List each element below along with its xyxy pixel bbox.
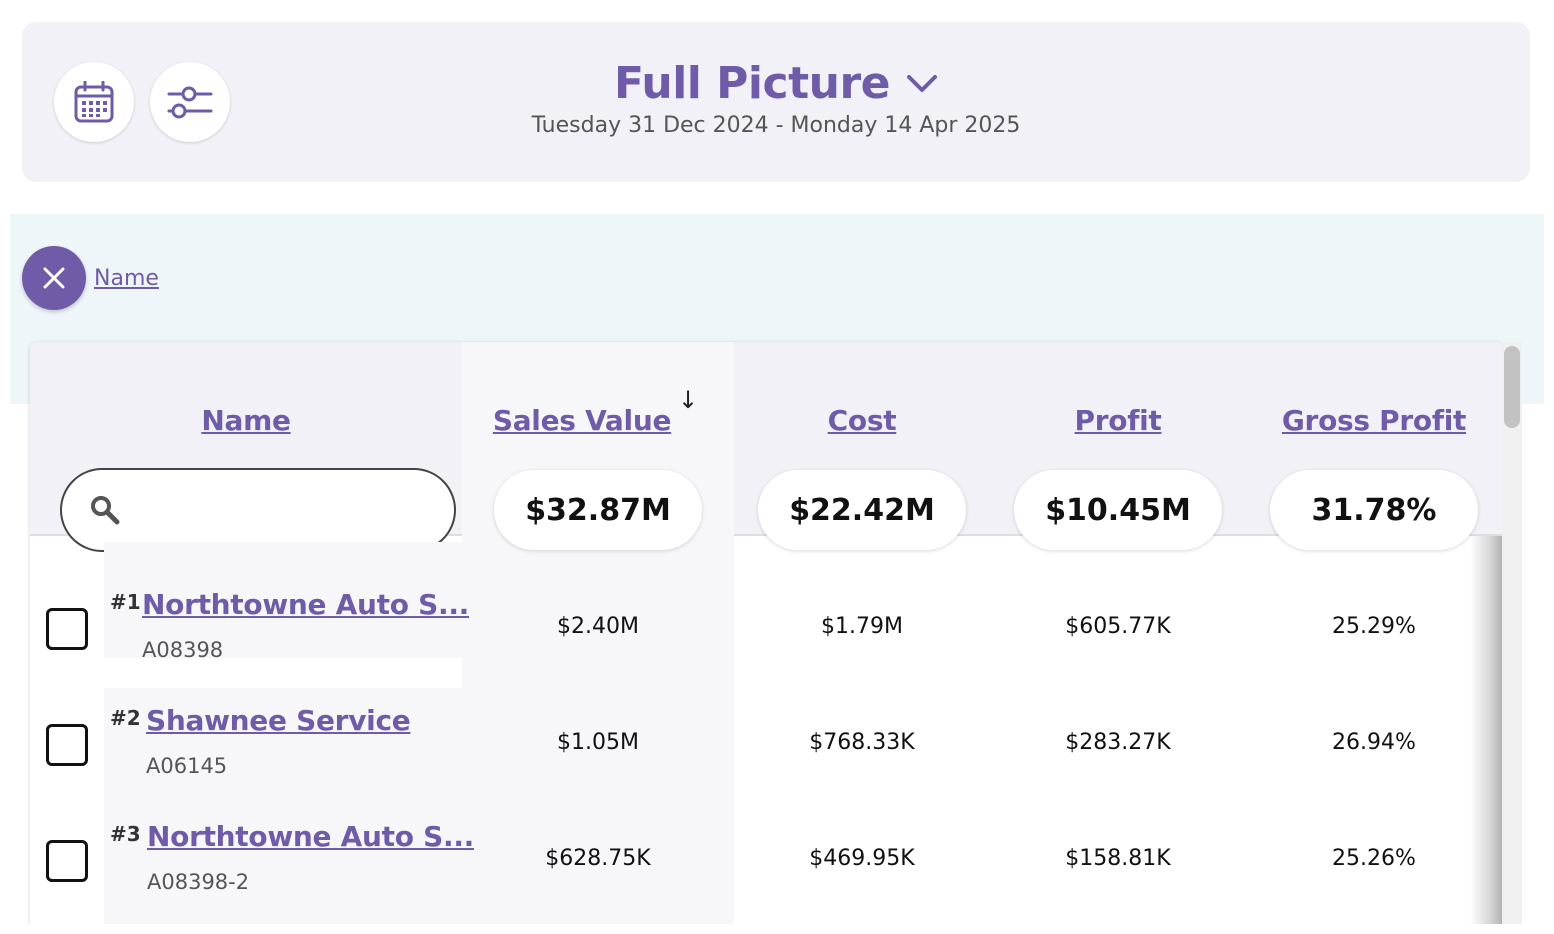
column-header-gross-profit[interactable]: Gross Profit: [1281, 404, 1467, 437]
column-header-profit[interactable]: Profit: [1074, 404, 1162, 437]
row-cost: $1.79M: [821, 614, 903, 639]
title-block: Full Picture Tuesday 31 Dec 2024 - Monda…: [22, 58, 1530, 138]
row-profit: $283.27K: [1065, 730, 1171, 755]
report-title: Full Picture: [614, 58, 890, 109]
row-name-link[interactable]: Northtowne Auto S...: [147, 820, 475, 853]
total-sales-value: $32.87M: [494, 470, 702, 550]
clear-filter-button[interactable]: [22, 246, 86, 310]
calendar-icon: [74, 81, 114, 123]
total-cost: $22.42M: [758, 470, 966, 550]
column-header-sales-value[interactable]: Sales Value: [492, 404, 672, 437]
active-filter-name[interactable]: Name: [94, 266, 159, 291]
row-code: A08398: [142, 638, 224, 662]
filters-button[interactable]: [150, 62, 230, 142]
sorted-column-highlight: [462, 342, 734, 924]
row-profit: $605.77K: [1065, 614, 1171, 639]
search-icon: [91, 496, 120, 525]
report-selector[interactable]: Full Picture: [614, 58, 938, 109]
row-name-link[interactable]: Northtowne Auto S...: [142, 588, 470, 621]
name-cell-bg: [104, 542, 462, 658]
scrollbar-thumb[interactable]: [1504, 346, 1520, 428]
total-profit: $10.45M: [1014, 470, 1222, 550]
row-gross-profit: 26.94%: [1332, 730, 1416, 755]
row-gross-profit: 25.29%: [1332, 614, 1416, 639]
chevron-down-icon: [906, 74, 937, 92]
row-name-link[interactable]: Shawnee Service: [146, 704, 411, 737]
name-cell-bg: [104, 688, 462, 804]
table-row[interactable]: #2 Shawnee Service A06145 $1.05M $768.33…: [30, 688, 1502, 804]
row-checkbox[interactable]: [46, 608, 88, 650]
data-table: Name Sales Value ↓ Cost Profit Gross Pro…: [30, 342, 1502, 924]
app-frame: Full Picture Tuesday 31 Dec 2024 - Monda…: [10, 10, 1544, 924]
row-cost: $469.95K: [809, 846, 915, 871]
close-icon: [43, 267, 65, 289]
sort-descending-icon[interactable]: ↓: [678, 386, 699, 414]
row-profit: $158.81K: [1065, 846, 1171, 871]
calendar-button[interactable]: [54, 62, 134, 142]
column-header-cost[interactable]: Cost: [827, 404, 897, 437]
row-code: A06145: [146, 754, 228, 778]
row-code: A08398-2: [147, 870, 250, 894]
row-gross-profit: 25.26%: [1332, 846, 1416, 871]
name-search-field[interactable]: [60, 468, 456, 552]
row-rank: #1: [110, 590, 141, 614]
row-checkbox[interactable]: [46, 724, 88, 766]
search-input[interactable]: [132, 497, 432, 523]
horizontal-scroll-shadow: [1470, 536, 1502, 924]
total-gross-profit: 31.78%: [1270, 470, 1478, 550]
date-range: Tuesday 31 Dec 2024 - Monday 14 Apr 2025: [531, 113, 1021, 138]
row-sales-value: $628.75K: [545, 846, 651, 871]
report-header: Full Picture Tuesday 31 Dec 2024 - Monda…: [22, 22, 1530, 182]
row-cost: $768.33K: [809, 730, 915, 755]
table-row[interactable]: #1 Northtowne Auto S... A08398 $2.40M $1…: [30, 542, 1502, 688]
row-sales-value: $2.40M: [557, 614, 639, 639]
row-checkbox[interactable]: [46, 840, 88, 882]
vertical-scrollbar[interactable]: [1502, 342, 1522, 924]
table-row[interactable]: #3 Northtowne Auto S... A08398-2 $628.75…: [30, 804, 1502, 924]
row-sales-value: $1.05M: [557, 730, 639, 755]
row-rank: #3: [110, 822, 141, 846]
row-rank: #2: [110, 706, 141, 730]
name-cell-bg: [104, 804, 462, 924]
sliders-icon: [167, 86, 213, 119]
column-header-name[interactable]: Name: [201, 404, 291, 437]
